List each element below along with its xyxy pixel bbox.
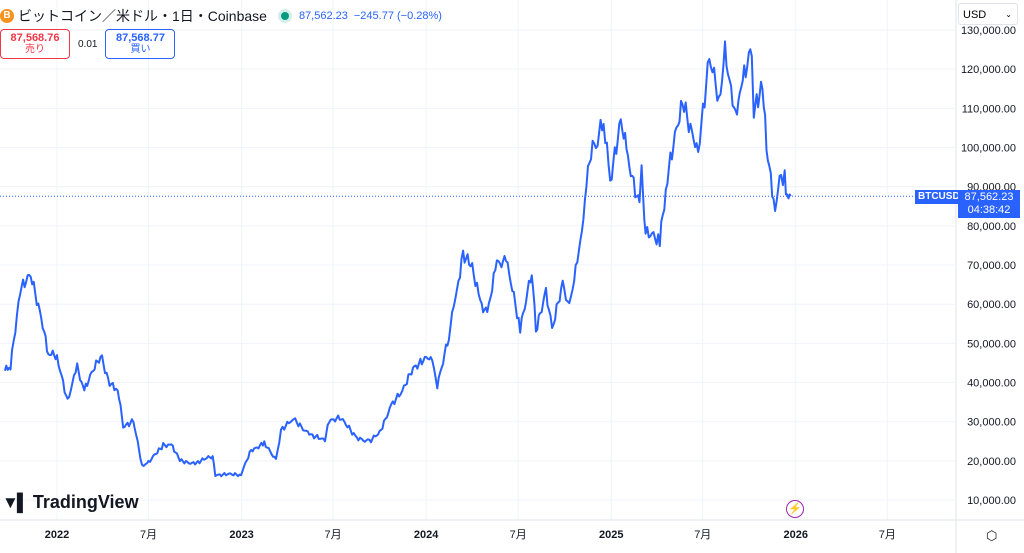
y-tick-label: 120,000.00 [961, 64, 1016, 76]
x-tick-label: 7月 [325, 529, 342, 541]
y-tick-label: 70,000.00 [967, 260, 1016, 272]
x-tick-label: 2024 [414, 529, 439, 541]
brand-name: TradingView [32, 492, 139, 512]
sell-price: 87,568.76 [10, 32, 60, 44]
x-tick-label: 2025 [599, 529, 623, 541]
x-tick-label: 7月 [694, 529, 711, 541]
y-tick-label: 100,000.00 [961, 143, 1016, 155]
x-tick-label: 7月 [510, 529, 527, 541]
price-change: −245.77 (−0.28%) [353, 10, 442, 22]
x-tick-label: 7月 [140, 529, 157, 541]
spread: 0.01 [78, 38, 98, 50]
y-tick-label: 10,000.00 [967, 495, 1016, 507]
bid-ask: 87,568.76 売り 0.01 87,568.77 買い [0, 29, 176, 59]
bitcoin-icon: B [0, 9, 14, 23]
current-price: 87,562.23 [964, 191, 1014, 203]
tradingview-logo[interactable]: ▼▌ TradingView [2, 492, 139, 513]
x-tick-label: 2023 [229, 529, 253, 541]
y-tick-label: 80,000.00 [967, 221, 1016, 233]
y-tick-label: 40,000.00 [967, 378, 1016, 390]
symbol-title[interactable]: ビットコイン／米ドル・1日・Coinbase [18, 8, 267, 24]
last-price: 87,562.23 [298, 10, 348, 22]
x-tick-label: 7月 [879, 529, 896, 541]
lightning-icon[interactable]: ⚡ [786, 500, 804, 518]
y-tick-label: 50,000.00 [967, 338, 1016, 350]
y-tick-label: 110,000.00 [962, 103, 1016, 115]
tradingview-icon: ▼▌ [2, 492, 29, 512]
currency-select[interactable]: USD ⌄ [958, 3, 1018, 25]
x-tick-label: 2022 [45, 529, 69, 541]
bar-countdown: 04:38:42 [967, 204, 1011, 216]
buy-label: 買い [130, 44, 151, 55]
market-open-icon [280, 12, 289, 20]
sell-label: 売り [25, 44, 45, 55]
sell-button[interactable]: 87,568.76 売り [0, 29, 70, 59]
symbol-price-label: BTCUSD [915, 190, 963, 204]
currency-value: USD [963, 9, 987, 21]
buy-price: 87,568.77 [116, 32, 165, 44]
symbol-header: B ビットコイン／米ドル・1日・Coinbase 87,562.23 −245.… [0, 6, 448, 26]
price-series-line [3, 40, 792, 478]
buy-button[interactable]: 87,568.77 買い [105, 29, 176, 59]
settings-icon[interactable]: ⬡ [986, 528, 998, 543]
x-tick-label: 2026 [784, 529, 808, 541]
y-tick-label: 60,000.00 [967, 299, 1016, 311]
current-price-label: 87,562.23 04:38:42 [958, 190, 1020, 218]
chevron-down-icon: ⌄ [1005, 10, 1012, 19]
y-tick-label: 30,000.00 [967, 417, 1016, 429]
y-tick-label: 20,000.00 [967, 456, 1016, 468]
y-tick-label: 130,000.00 [961, 25, 1016, 37]
